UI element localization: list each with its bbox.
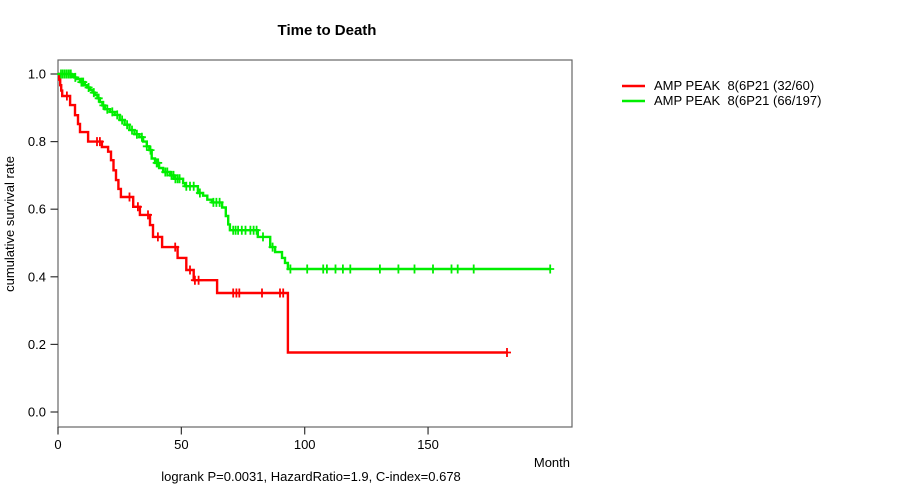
- survival-curves: [57, 69, 555, 357]
- stats-annotation: logrank P=0.0031, HazardRatio=1.9, C-ind…: [161, 469, 461, 484]
- plot-box: [57, 59, 573, 428]
- x-tick-label: 100: [294, 437, 316, 452]
- y-tick-label: 1.0: [28, 67, 46, 82]
- x-tick-label: 150: [417, 437, 439, 452]
- y-axis-title: cumulative survival rate: [2, 156, 17, 292]
- legend: AMP PEAK 8(6P21 (32/60) AMP PEAK 8(6P21 …: [622, 78, 821, 108]
- legend-label-group2: AMP PEAK 8(6P21 (66/197): [654, 93, 821, 108]
- censor-marks-group1: [62, 91, 511, 357]
- y-tick-label: 0.4: [28, 269, 46, 284]
- chart-title: Time to Death: [278, 22, 377, 39]
- y-tick-label: 0.6: [28, 202, 46, 217]
- y-axis: 0.0 0.2 0.4 0.6 0.8 1.0: [28, 67, 58, 420]
- x-tick-label: 0: [54, 437, 61, 452]
- x-tick-label: 50: [174, 437, 188, 452]
- y-tick-label: 0.0: [28, 405, 46, 420]
- survival-curve-group1: [58, 72, 507, 354]
- y-tick-label: 0.8: [28, 134, 46, 149]
- legend-label-group1: AMP PEAK 8(6P21 (32/60): [654, 78, 814, 93]
- survival-curve-group2: [58, 72, 551, 271]
- x-axis-title: Month: [534, 455, 570, 470]
- x-axis: 0 50 100 150: [54, 427, 439, 452]
- censor-marks-group2: [57, 69, 555, 274]
- y-tick-label: 0.2: [28, 337, 46, 352]
